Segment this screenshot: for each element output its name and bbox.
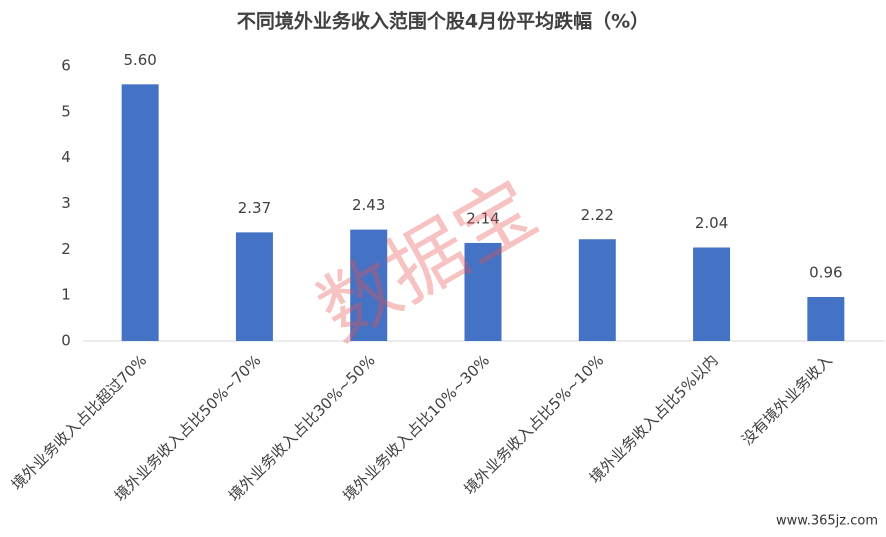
bar [464, 242, 502, 341]
bar [578, 239, 616, 341]
value-label: 5.60 [123, 51, 156, 69]
y-tick-label: 6 [61, 57, 71, 75]
bar [350, 229, 388, 341]
chart-title: 不同境外业务收入范围个股4月份平均跌幅（%） [237, 10, 649, 33]
source: www.365jz.com [776, 514, 878, 529]
bar [807, 297, 845, 341]
value-label: 2.43 [352, 196, 385, 214]
watermark: 数据宝 [304, 164, 552, 359]
bar [693, 247, 731, 341]
x-tick-label: 境外业务收入占比超过70% [8, 351, 150, 493]
value-label: 2.14 [466, 209, 499, 227]
value-label: 0.96 [809, 264, 842, 282]
value-label: 2.37 [238, 199, 271, 217]
y-tick-label: 1 [61, 286, 71, 304]
value-label: 2.22 [581, 206, 614, 224]
x-tick-label: 境外业务收入占比5%以内 [586, 351, 722, 487]
y-tick-label: 2 [61, 240, 71, 258]
y-tick-label: 3 [61, 194, 71, 212]
y-tick-label: 5 [61, 102, 71, 120]
y-tick-label: 4 [61, 148, 71, 166]
value-label: 2.04 [695, 214, 728, 232]
x-tick-label: 没有境外业务收入 [738, 351, 836, 449]
bar [121, 84, 159, 341]
bar [235, 232, 273, 341]
y-tick-label: 0 [61, 332, 71, 350]
